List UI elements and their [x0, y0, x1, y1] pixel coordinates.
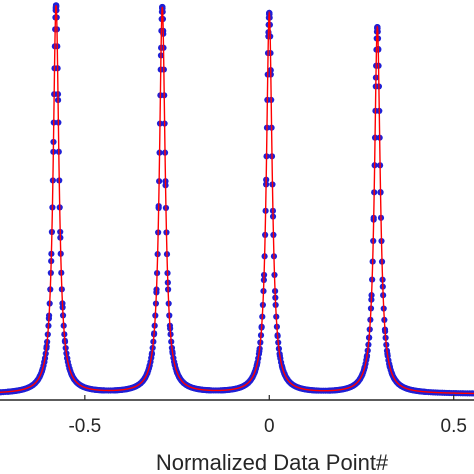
x-tick-label-0: -0.5: [68, 416, 101, 437]
x-axis-label: Normalized Data Point#: [156, 450, 389, 474]
x-tick-label-2: 0.5: [441, 416, 467, 437]
marker-series: [0, 2, 474, 397]
x-tick-label-1: 0: [264, 416, 275, 437]
fit-line: [0, 5, 474, 395]
plot-area: [0, 2, 474, 397]
axes: -0.5 0 0.5: [0, 395, 474, 437]
